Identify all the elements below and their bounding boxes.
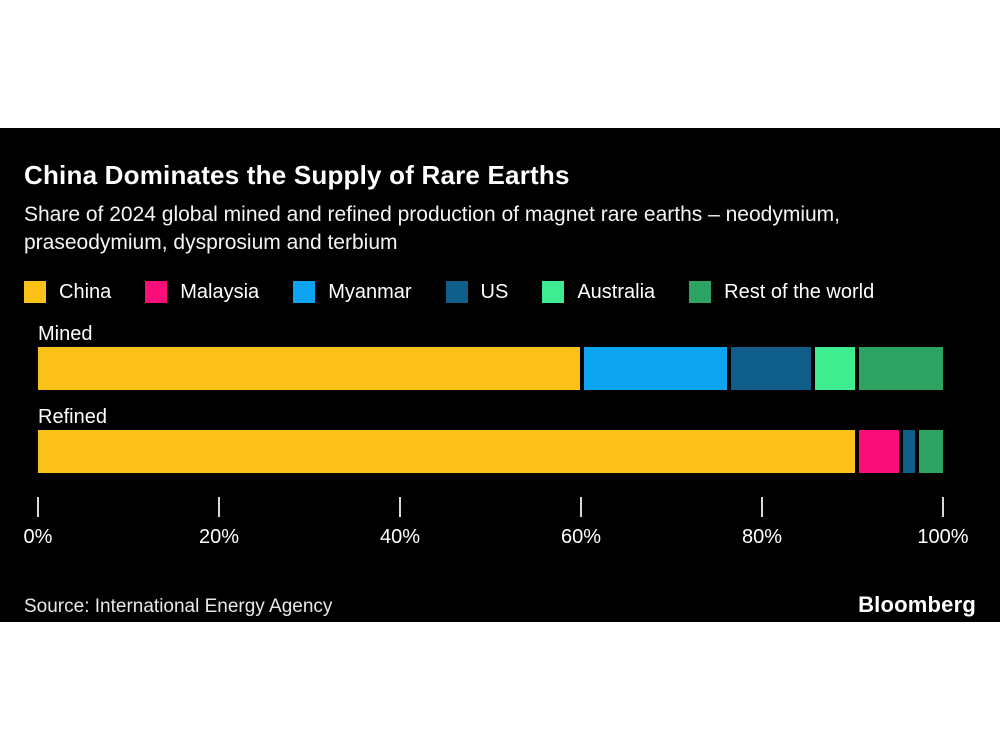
axis-tick-label: 100%	[917, 526, 969, 548]
stacked-bar-refined	[38, 430, 943, 473]
axis-tick-label: 20%	[198, 526, 240, 548]
chart-footer: Source: International Energy Agency Bloo…	[24, 592, 976, 618]
bar-segment-rest-of-the-world	[858, 347, 943, 390]
legend-swatch-icon	[689, 281, 712, 303]
bar-segment-rest-of-the-world	[918, 430, 943, 473]
chart-card: China Dominates the Supply of Rare Earth…	[0, 128, 1000, 622]
legend-swatch-icon	[293, 281, 316, 303]
bloomberg-logo: Bloomberg	[858, 592, 976, 617]
legend-swatch-icon	[24, 281, 46, 303]
axis-tick-mark	[942, 497, 944, 517]
legend-swatch-icon	[445, 281, 468, 303]
legend-item-australia: Australia	[542, 281, 655, 304]
legend-swatch-icon	[542, 281, 565, 303]
axis-tick-label: 60%	[560, 526, 602, 548]
legend-item-myanmar: Myanmar	[293, 280, 412, 304]
chart-subtitle: Share of 2024 global mined and refined p…	[24, 203, 841, 254]
bar-segment-myanmar	[584, 347, 727, 390]
stacked-bar-mined	[38, 347, 943, 390]
legend: China Malaysia Myanmar US Australia Rest of t…	[24, 279, 976, 305]
legend-label: US	[480, 280, 509, 303]
bar-segment-malaysia	[859, 430, 900, 473]
legend-label: Myanmar	[328, 280, 412, 303]
legend-item-rest-of-the-world: Rest of the world	[689, 281, 874, 304]
bar-segment-china	[38, 430, 856, 473]
plot-area: Mined Refined 0% 20% 40% 60% 80% 100%	[24, 321, 969, 552]
axis-tick-mark	[218, 497, 220, 517]
bar-rows: Mined Refined	[38, 321, 943, 473]
axis-tick-mark	[37, 497, 39, 517]
bar-row-label-refined: Refined	[38, 406, 107, 428]
axis-tick-mark	[761, 497, 763, 517]
legend-item-us: US	[445, 280, 509, 304]
x-axis-labels: 0% 20% 40% 60% 80% 100%	[24, 526, 969, 552]
axis-tick-label: 80%	[741, 526, 783, 548]
bar-segment-australia	[814, 347, 855, 390]
axis-tick-label: 0%	[23, 526, 53, 548]
legend-label: China	[59, 280, 112, 303]
bar-segment-us	[730, 347, 811, 390]
bar-segment-us	[903, 430, 915, 473]
legend-label: Rest of the world	[724, 280, 875, 303]
bar-segment-china	[38, 347, 581, 390]
legend-swatch-icon	[145, 281, 168, 303]
chart-title: China Dominates the Supply of Rare Earth…	[24, 160, 570, 190]
legend-label: Malaysia	[180, 280, 260, 303]
axis-tick-label: 40%	[379, 526, 421, 548]
axis-tick-mark	[399, 497, 401, 517]
axis-tick-mark	[580, 497, 582, 517]
bar-row-label-mined: Mined	[38, 323, 93, 345]
legend-item-malaysia: Malaysia	[145, 281, 259, 304]
legend-item-china: China	[24, 281, 111, 304]
x-axis	[37, 497, 944, 517]
legend-label: Australia	[577, 280, 656, 303]
source-text: Source: International Energy Agency	[24, 596, 333, 617]
